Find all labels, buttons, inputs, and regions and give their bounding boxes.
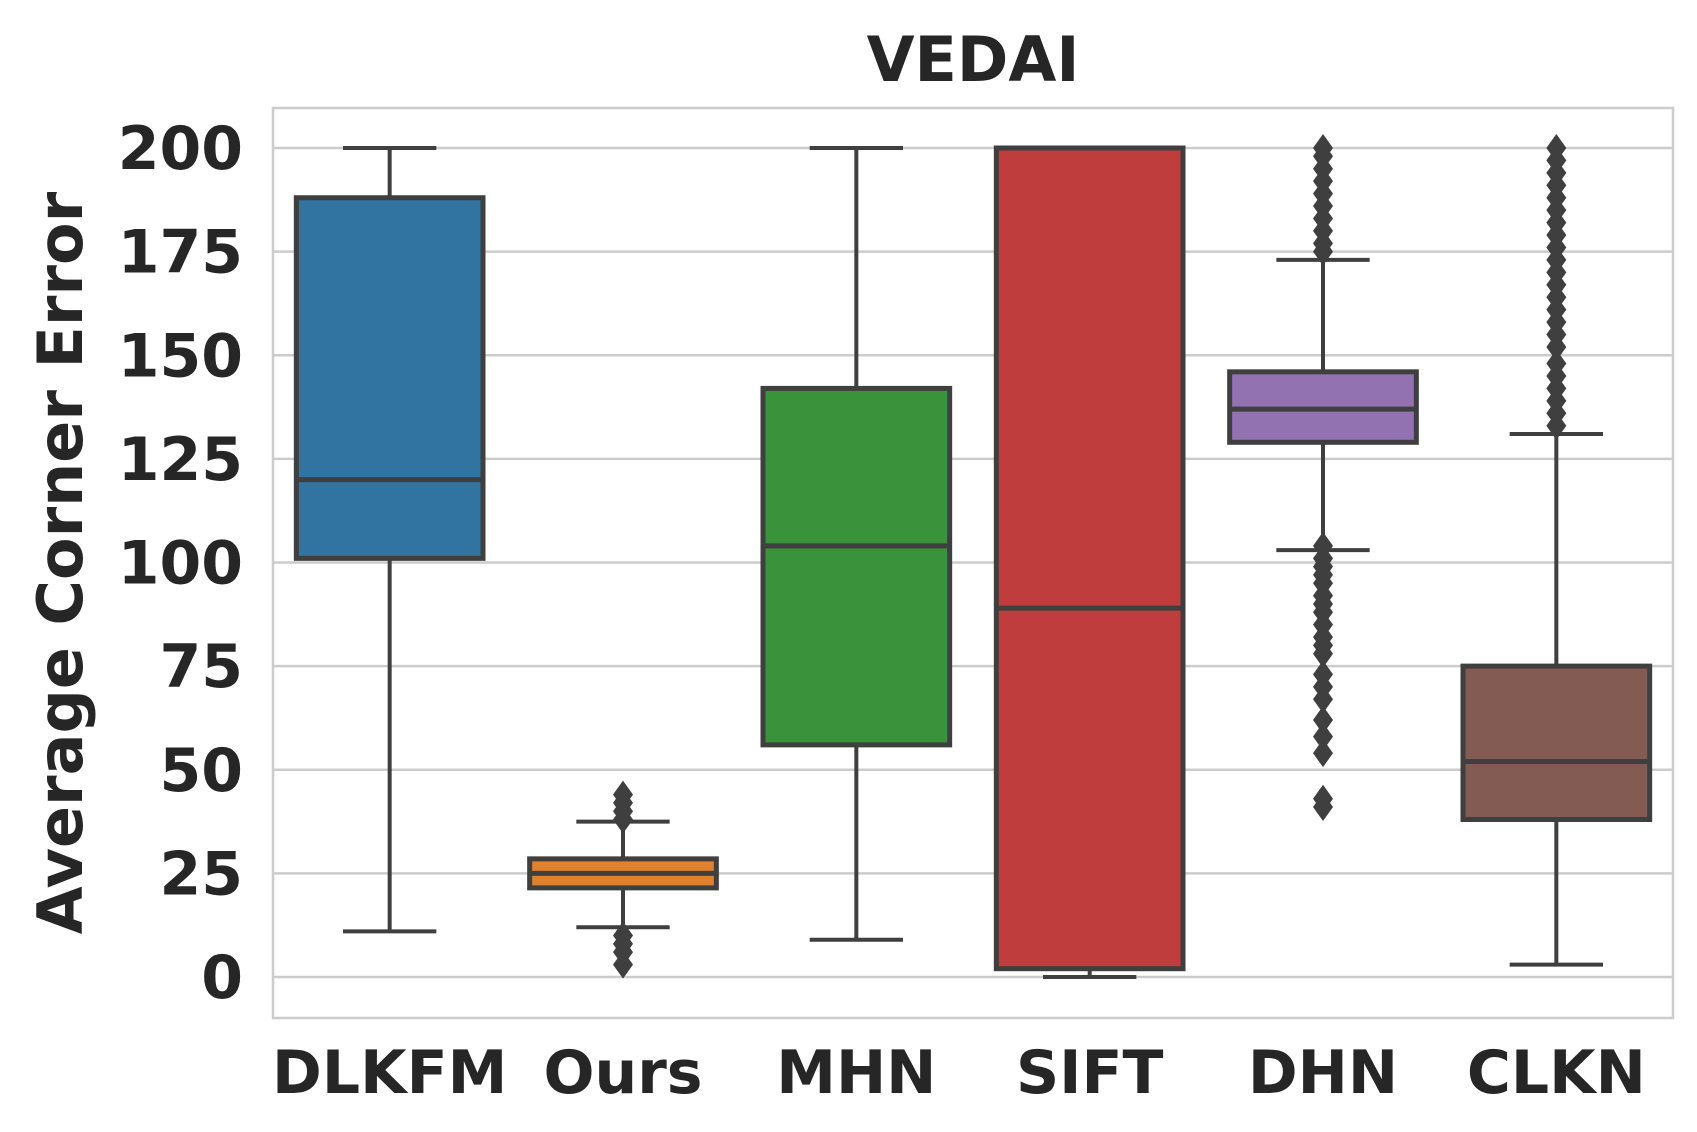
box-mhn xyxy=(760,146,953,942)
box-dhn xyxy=(1227,134,1419,822)
outlier-point xyxy=(1546,134,1567,162)
y-tick-label-100: 100 xyxy=(118,529,243,599)
x-tick-label-dhn: DHN xyxy=(1248,1038,1398,1108)
iqr-box xyxy=(993,145,1186,972)
y-tick-label-50: 50 xyxy=(160,736,244,806)
y-tick-label-150: 150 xyxy=(118,321,243,391)
x-tick-label-ours: Ours xyxy=(543,1038,702,1108)
iqr-box xyxy=(1460,663,1653,822)
x-tick-labels: DLKFM Ours MHN SIFT DHN CLKN xyxy=(272,1038,1646,1108)
x-tick-label-clkn: CLKN xyxy=(1467,1038,1646,1108)
box-clkn xyxy=(1460,134,1653,967)
y-tick-label-0: 0 xyxy=(201,943,243,1013)
outlier-point xyxy=(1313,531,1333,560)
outlier-point xyxy=(1546,349,1567,378)
outlier-point xyxy=(613,921,633,950)
boxes xyxy=(293,134,1653,979)
y-tick-label-75: 75 xyxy=(160,632,244,702)
iqr-box xyxy=(760,385,953,748)
box-ours xyxy=(527,780,719,979)
outlier-point xyxy=(1313,706,1333,735)
y-tick-labels: 0 25 50 75 100 125 150 175 200 xyxy=(118,114,243,1013)
x-tick-label-mhn: MHN xyxy=(776,1038,936,1108)
box-sift xyxy=(993,145,1186,979)
box-dlkfm xyxy=(293,146,486,934)
outlier-point xyxy=(613,780,633,809)
outlier-point xyxy=(1313,134,1333,162)
x-tick-label-sift: SIFT xyxy=(1016,1038,1164,1108)
y-tick-label-25: 25 xyxy=(160,839,244,909)
iqr-box xyxy=(293,195,486,561)
x-tick-label-dlkfm: DLKFM xyxy=(272,1038,507,1108)
y-axis-label: Average Corner Error xyxy=(24,191,97,934)
y-tick-label-125: 125 xyxy=(118,425,243,495)
outlier-point xyxy=(1313,739,1333,768)
outlier-point xyxy=(1313,660,1333,689)
y-tick-label-175: 175 xyxy=(118,218,243,288)
outlier-point xyxy=(1313,722,1333,751)
y-tick-label-200: 200 xyxy=(118,114,243,184)
plot-frame xyxy=(271,106,1675,1020)
chart-title: VEDAI xyxy=(867,23,1080,96)
grid-lines xyxy=(273,146,1673,979)
outlier-point xyxy=(1313,784,1333,813)
